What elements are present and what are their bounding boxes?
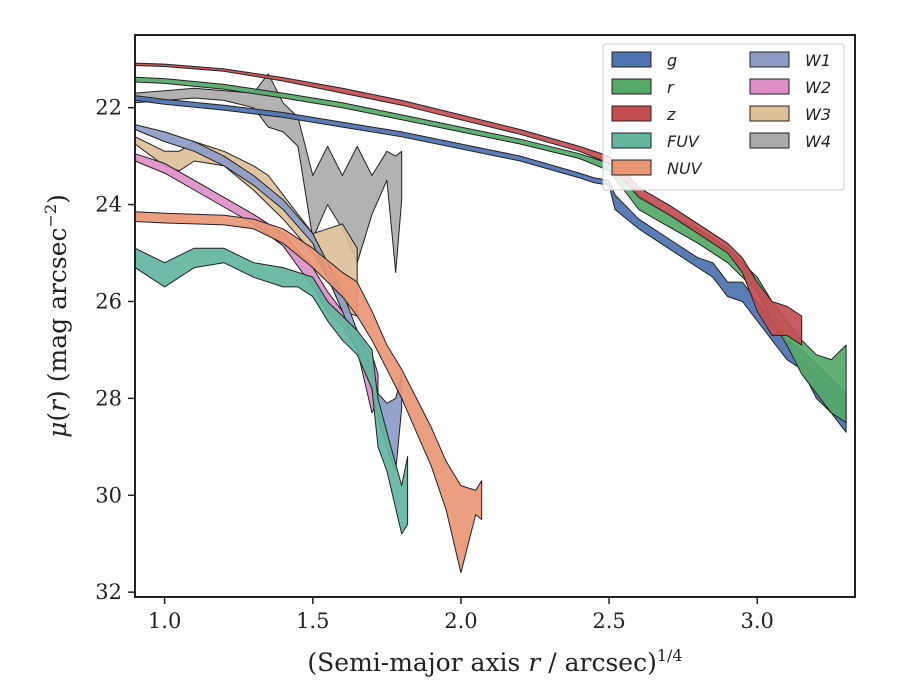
x-tick-label: 3.0 (741, 609, 774, 633)
legend: grz FUV NUV W1 W2 W3 W4 (602, 43, 845, 191)
legend-item-r: r (611, 78, 675, 97)
x-axis-label: (Semi-major axis r / arcsec)1/4 (307, 646, 682, 677)
legend-item-w2: W2 (749, 78, 831, 97)
plot-frame (134, 34, 856, 598)
series-band-nuv (134, 211, 483, 574)
legend-item-w1: W1 (749, 51, 831, 70)
legend-label: g (667, 51, 677, 70)
legend-swatch (749, 132, 790, 149)
legend-swatch (749, 51, 790, 68)
legend-label: FUV (667, 132, 700, 151)
y-tick-label: 22 (95, 96, 122, 120)
legend-item-w3: W3 (749, 105, 831, 124)
legend-swatch (611, 132, 652, 149)
legend-label: W4 (805, 132, 831, 151)
legend-swatch (611, 51, 652, 68)
legend-label: r (667, 78, 675, 97)
legend-swatch (611, 78, 652, 95)
legend-label: W1 (805, 51, 831, 70)
legend-item-z: z (611, 105, 676, 124)
y-tick-label: 32 (95, 580, 122, 604)
series-band-w1 (134, 124, 403, 472)
y-tick-label: 26 (95, 289, 122, 313)
legend-label: W2 (805, 78, 831, 97)
x-tick-label: 1.5 (296, 609, 329, 633)
legend-swatch (611, 105, 652, 122)
series-band-fuv (134, 247, 409, 535)
series-bands (134, 62, 847, 574)
series-band-z (134, 62, 803, 346)
series-band-r (134, 76, 847, 424)
legend-swatch (611, 159, 652, 176)
y-tick-label: 30 (95, 483, 122, 507)
y-tick-label: 28 (95, 386, 122, 410)
y-tick-label: 24 (95, 193, 122, 217)
legend-item-g: g (611, 51, 677, 70)
legend-item-nuv: NUV (611, 159, 703, 178)
x-tick-label: 2.5 (592, 609, 625, 633)
legend-label: NUV (667, 159, 703, 178)
legend-item-fuv: FUV (611, 132, 700, 151)
legend-swatch (749, 105, 790, 122)
y-axis-label: μ(r) (mag arcsec−2) (41, 194, 72, 438)
legend-item-w4: W4 (749, 132, 831, 151)
series-band-g (134, 95, 847, 433)
x-tick-label: 2.0 (444, 609, 477, 633)
legend-swatch (749, 78, 790, 95)
axis-ticks: 1.0 1.5 2.0 2.5 3.0 22 24 26 28 30 32 (95, 96, 774, 633)
x-tick-label: 1.0 (148, 609, 181, 633)
legend-label: W3 (805, 105, 831, 124)
legend-label: z (666, 105, 676, 124)
